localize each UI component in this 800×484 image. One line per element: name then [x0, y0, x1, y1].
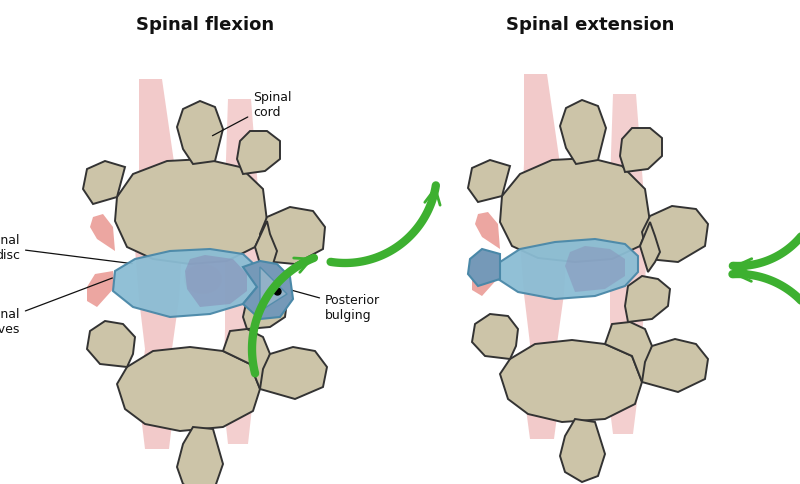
- Polygon shape: [642, 339, 708, 392]
- Polygon shape: [87, 321, 135, 367]
- Polygon shape: [223, 329, 270, 389]
- Polygon shape: [83, 162, 125, 205]
- Polygon shape: [605, 322, 652, 382]
- Text: Spinal
disc: Spinal disc: [0, 233, 132, 264]
- Polygon shape: [255, 222, 277, 274]
- Polygon shape: [565, 246, 625, 292]
- Polygon shape: [642, 207, 708, 262]
- Polygon shape: [237, 132, 280, 175]
- Polygon shape: [243, 261, 293, 319]
- Polygon shape: [177, 427, 223, 484]
- Text: Spinal flexion: Spinal flexion: [136, 16, 274, 34]
- Polygon shape: [560, 101, 606, 165]
- Polygon shape: [620, 129, 662, 173]
- Polygon shape: [472, 314, 518, 359]
- Polygon shape: [185, 256, 247, 307]
- Polygon shape: [113, 249, 257, 318]
- Polygon shape: [560, 419, 605, 482]
- Polygon shape: [640, 223, 660, 272]
- Text: Spinal extension: Spinal extension: [506, 16, 674, 34]
- Polygon shape: [468, 161, 510, 203]
- Text: Spinal
nerves: Spinal nerves: [0, 278, 113, 335]
- Ellipse shape: [184, 264, 222, 294]
- Polygon shape: [520, 75, 567, 439]
- Polygon shape: [115, 160, 267, 264]
- Polygon shape: [243, 289, 287, 329]
- Polygon shape: [500, 340, 642, 422]
- Polygon shape: [223, 100, 261, 444]
- Polygon shape: [117, 348, 260, 431]
- Polygon shape: [260, 268, 287, 311]
- Polygon shape: [475, 212, 500, 249]
- Polygon shape: [498, 240, 638, 300]
- Polygon shape: [608, 95, 646, 434]
- Polygon shape: [468, 249, 500, 287]
- Polygon shape: [500, 159, 650, 262]
- Polygon shape: [87, 272, 115, 307]
- Polygon shape: [260, 208, 325, 264]
- Text: Posterior
bulging: Posterior bulging: [282, 288, 380, 321]
- Polygon shape: [260, 348, 327, 399]
- Polygon shape: [625, 276, 670, 322]
- Polygon shape: [472, 262, 500, 296]
- Text: Spinal
cord: Spinal cord: [213, 91, 291, 136]
- Polygon shape: [177, 102, 223, 165]
- Polygon shape: [90, 214, 115, 252]
- Polygon shape: [135, 80, 182, 449]
